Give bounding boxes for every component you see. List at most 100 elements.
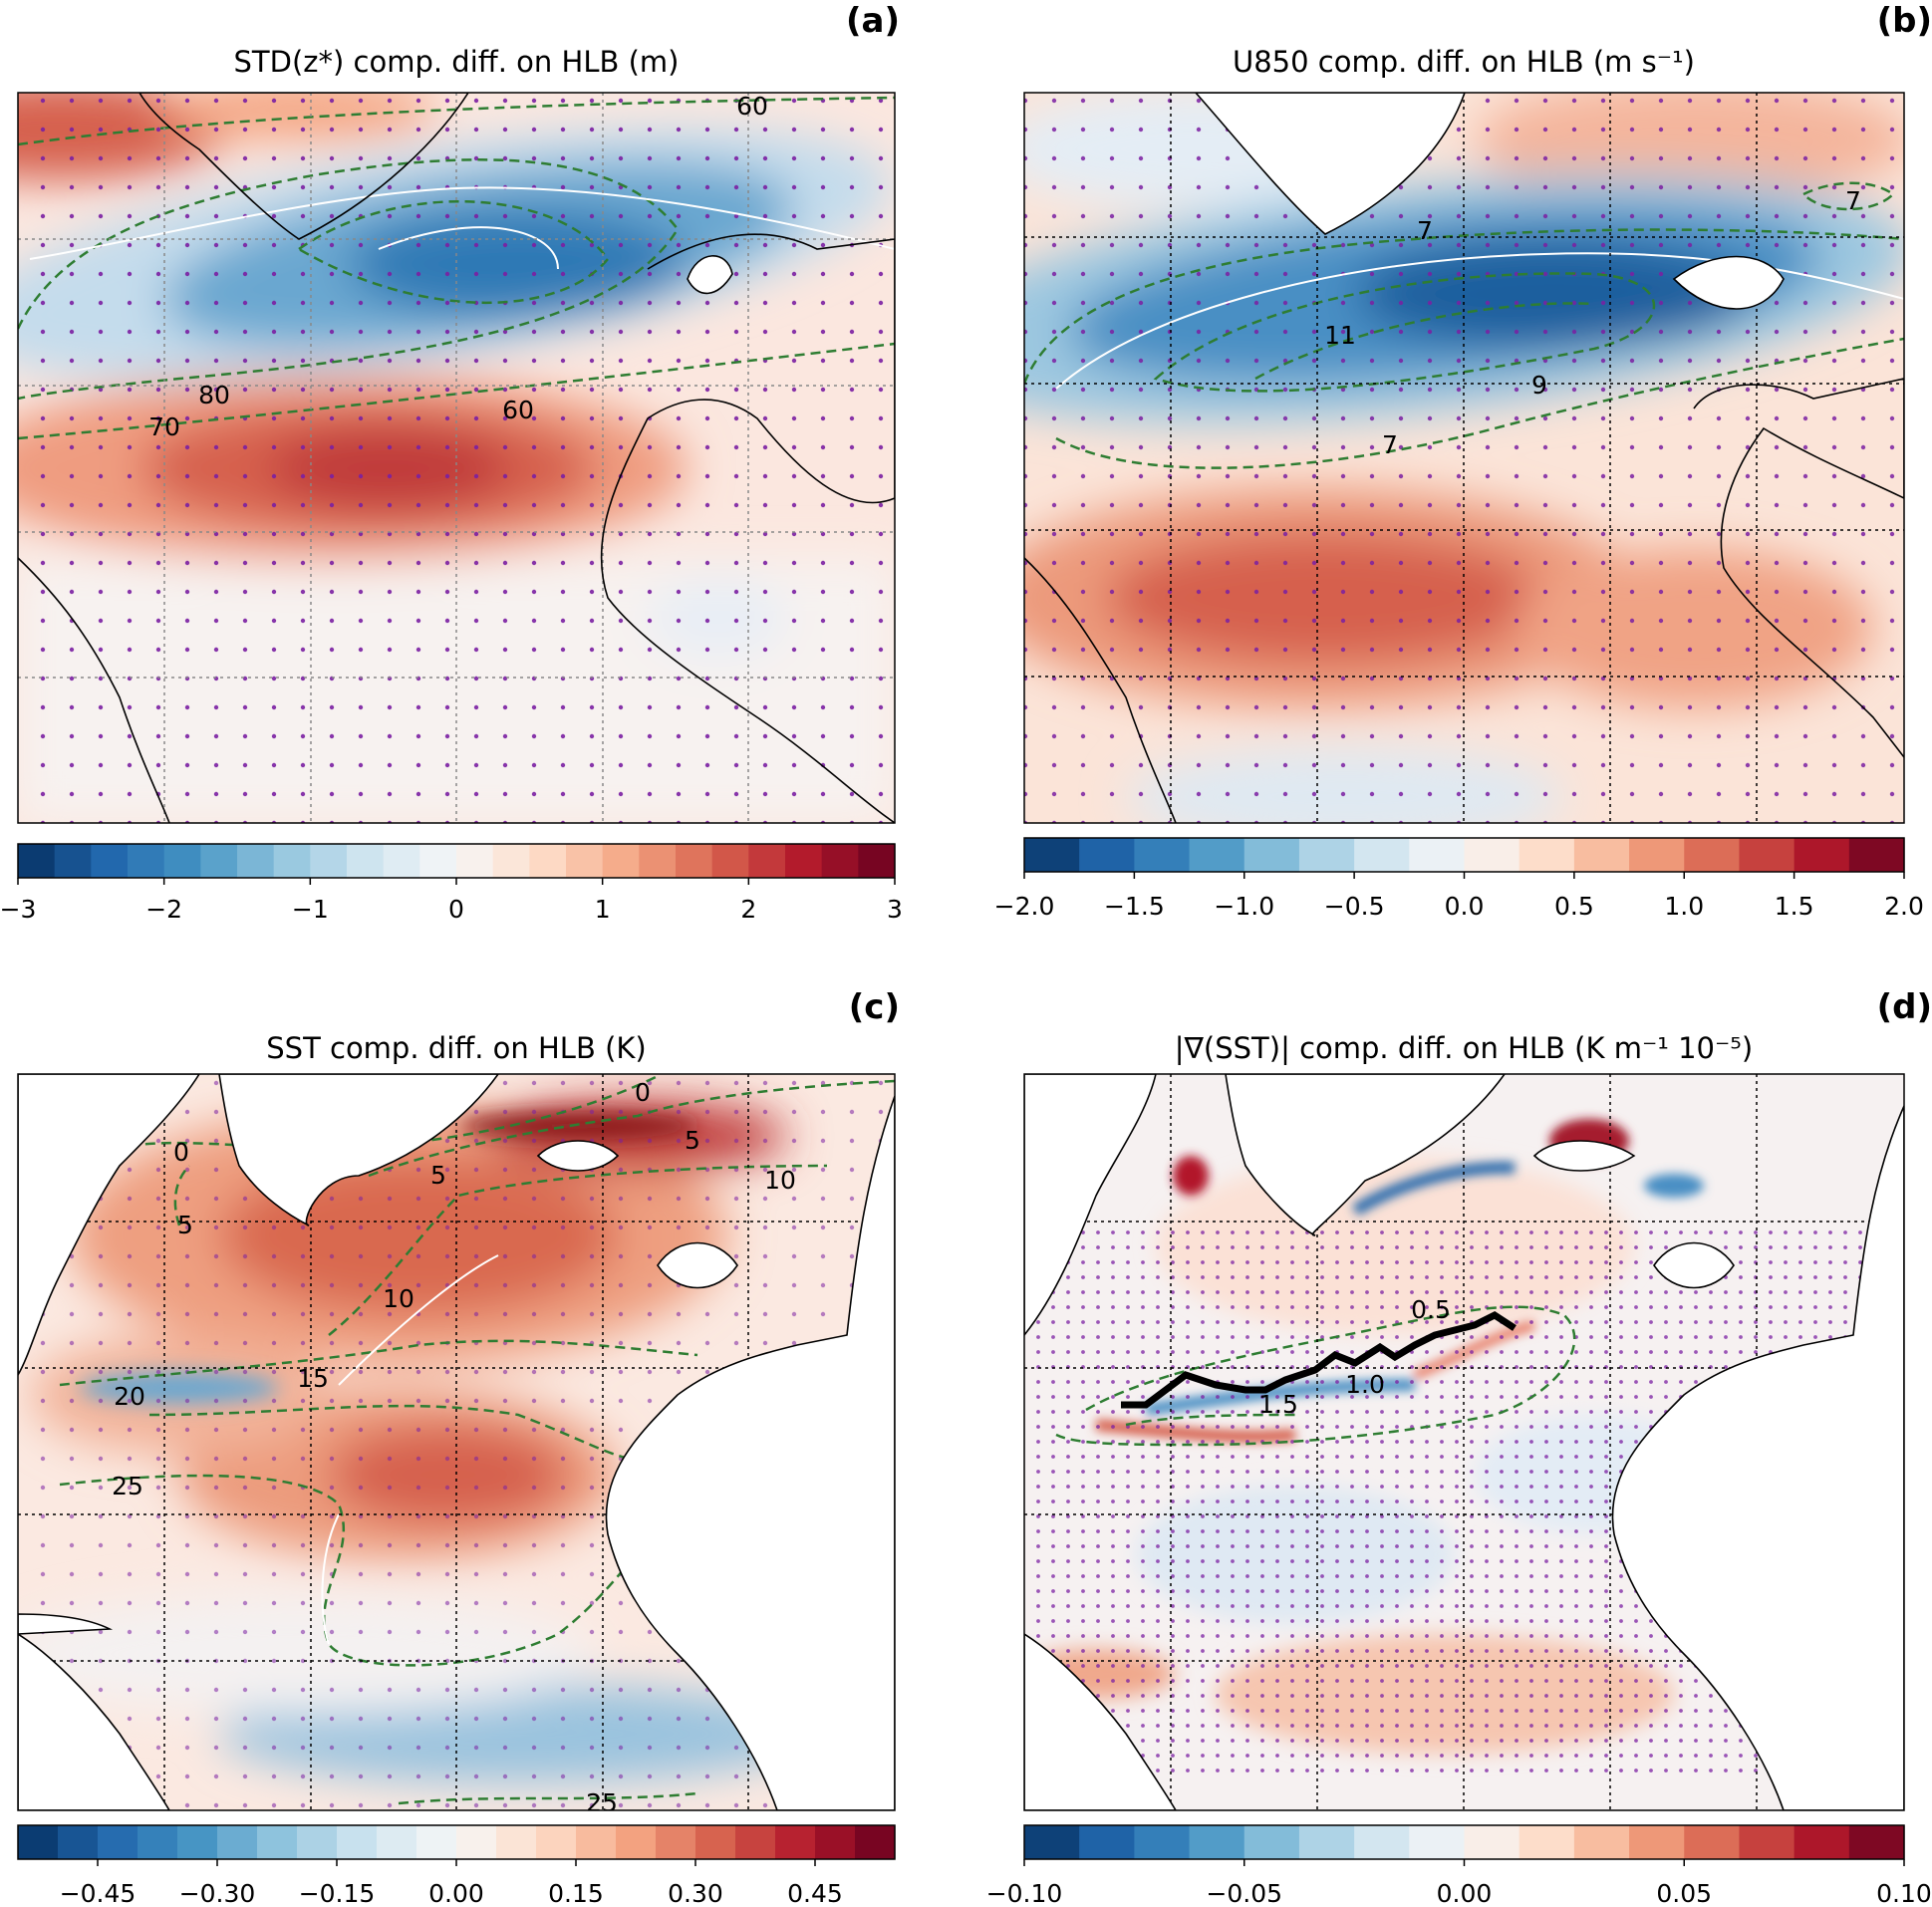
panel-a: (a) STD(z*) comp. diff. on HLB (m) <box>0 1 903 924</box>
colorbar-swatch <box>1518 1825 1575 1859</box>
colorbar-swatch <box>18 1825 59 1859</box>
colorbar-swatch <box>419 844 457 878</box>
panel-a-label: (a) <box>846 1 900 41</box>
colorbar-swatch <box>128 844 165 878</box>
panel-c: (c) SST comp. diff. on HLB (K) <box>17 987 900 1907</box>
colorbar-swatch <box>695 1825 736 1859</box>
colorbar-tick-label: 0.05 <box>1656 1879 1712 1907</box>
panel-d-title: |∇(SST)| comp. diff. on HLB (K m⁻¹ 10⁻⁵) <box>1175 1031 1754 1065</box>
colorbar-tick-label: 0.00 <box>1437 1879 1493 1907</box>
colorbar-swatch <box>1409 1825 1466 1859</box>
colorbar-swatch <box>711 844 749 878</box>
panel-c-contour-label: 0 <box>173 1138 189 1167</box>
colorbar-tick-label: −2 <box>145 895 182 924</box>
panel-c-contour-label: 5 <box>430 1161 446 1190</box>
colorbar-tick-label: 1.0 <box>1664 892 1704 921</box>
colorbar-swatch <box>855 1825 896 1859</box>
colorbar-swatch <box>815 1825 856 1859</box>
panel-a-contour-label: 70 <box>148 412 180 441</box>
colorbar-swatch <box>1739 1825 1795 1859</box>
panel-a-contour-label: 60 <box>736 92 768 121</box>
colorbar-tick-label: 0.5 <box>1554 892 1594 921</box>
colorbar-tick-label: 0.0 <box>1445 892 1485 921</box>
colorbar-swatch <box>639 844 677 878</box>
colorbar-swatch <box>1518 838 1575 872</box>
colorbar-swatch <box>1243 838 1300 872</box>
panel-c-contour-label: 0 <box>635 1078 651 1107</box>
colorbar-tick-label: −0.30 <box>179 1879 256 1907</box>
colorbar-tick-label: −0.5 <box>1324 892 1385 921</box>
panel-d-label: (d) <box>1877 987 1932 1027</box>
panel-d-contour-label: 0.5 <box>1411 1295 1451 1324</box>
panel-a-zero-lines <box>29 186 895 270</box>
colorbar-swatch <box>98 1825 138 1859</box>
colorbar-swatch <box>775 1825 816 1859</box>
colorbar-swatch <box>1739 838 1795 872</box>
panel-a-contour-label: 80 <box>198 381 230 409</box>
panel-b-contour-label: 7 <box>1382 430 1398 459</box>
colorbar-swatch <box>496 1825 537 1859</box>
panel-b-contour-label: 9 <box>1531 371 1547 400</box>
colorbar-swatch <box>1189 1825 1245 1859</box>
panel-d-contour-label: 1.5 <box>1258 1390 1298 1419</box>
panel-d-gulf-stream-path <box>1121 1310 1517 1409</box>
colorbar-swatch <box>1243 1825 1300 1859</box>
colorbar-swatch <box>91 844 129 878</box>
panel-a-land <box>18 93 895 823</box>
colorbar-tick-label: 0.10 <box>1876 1879 1932 1907</box>
panel-b-colorbar: −2.0 −1.5 −1.0 −0.5 0.0 0.5 1.0 1.5 2.0 <box>994 837 1924 921</box>
panel-a-colorbar: −3 −2 −1 0 1 2 3 <box>0 843 903 924</box>
colorbar-swatch <box>1629 838 1685 872</box>
colorbar-swatch <box>138 1825 178 1859</box>
panel-d-map: 0.5 1.0 1.5 <box>1024 1074 1904 1810</box>
panel-c-contour-label: 25 <box>112 1472 143 1500</box>
panel-a-grid <box>18 93 895 823</box>
panel-a-map: 60 80 70 60 <box>18 92 895 823</box>
colorbar-swatch <box>54 844 92 878</box>
colorbar-swatch <box>337 1825 378 1859</box>
colorbar-swatch <box>1298 838 1355 872</box>
colorbar-swatch <box>1684 838 1741 872</box>
colorbar-swatch <box>456 1825 497 1859</box>
colorbar-swatch <box>1134 838 1191 872</box>
colorbar-swatch <box>1079 1825 1135 1859</box>
colorbar-tick-label: −1.0 <box>1214 892 1274 921</box>
colorbar-tick-label: −0.15 <box>299 1879 376 1907</box>
colorbar-swatch <box>200 844 238 878</box>
colorbar-tick-label: 3 <box>887 895 903 924</box>
panel-b-label: (b) <box>1877 1 1932 41</box>
colorbar-swatch <box>1024 838 1080 872</box>
panel-c-contour-label: 5 <box>685 1126 700 1155</box>
panel-d-contour-label: 1.0 <box>1345 1370 1385 1399</box>
panel-a-contour-label: 60 <box>502 396 534 424</box>
colorbar-tick-label: 0.30 <box>668 1879 723 1907</box>
colorbar-swatch <box>177 1825 218 1859</box>
panel-b-contours <box>1024 181 1904 469</box>
colorbar-swatch <box>676 844 713 878</box>
panel-c-contours <box>59 1074 895 1805</box>
colorbar-swatch <box>492 844 530 878</box>
colorbar-swatch <box>1573 838 1630 872</box>
colorbar-swatch <box>1794 1825 1850 1859</box>
panel-c-contour-label: 15 <box>297 1364 329 1393</box>
colorbar-swatch <box>347 844 385 878</box>
colorbar-swatch <box>217 1825 258 1859</box>
colorbar-swatch <box>297 1825 338 1859</box>
panel-c-contour-label: 10 <box>383 1284 414 1313</box>
colorbar-swatch <box>377 1825 417 1859</box>
panel-c-contour-label: 10 <box>764 1166 796 1195</box>
colorbar-swatch <box>529 844 567 878</box>
panel-c-colorbar: −0.45 −0.30 −0.15 0.00 0.15 0.30 0.45 <box>17 1824 896 1907</box>
colorbar-tick-label: 0 <box>448 895 464 924</box>
colorbar-tick-label: −0.45 <box>60 1879 137 1907</box>
colorbar-swatch <box>1079 838 1135 872</box>
colorbar-swatch <box>1464 1825 1520 1859</box>
colorbar-swatch <box>1354 1825 1410 1859</box>
colorbar-swatch <box>1024 1825 1080 1859</box>
colorbar-tick-label: −3 <box>0 895 36 924</box>
panel-b-land <box>1024 93 1904 823</box>
panel-d: (d) |∇(SST)| comp. diff. on HLB (K m⁻¹ 1… <box>986 987 1932 1907</box>
panel-c-label: (c) <box>849 987 900 1027</box>
panel-d-colorbar: −0.10 −0.05 0.00 0.05 0.10 <box>986 1824 1932 1907</box>
